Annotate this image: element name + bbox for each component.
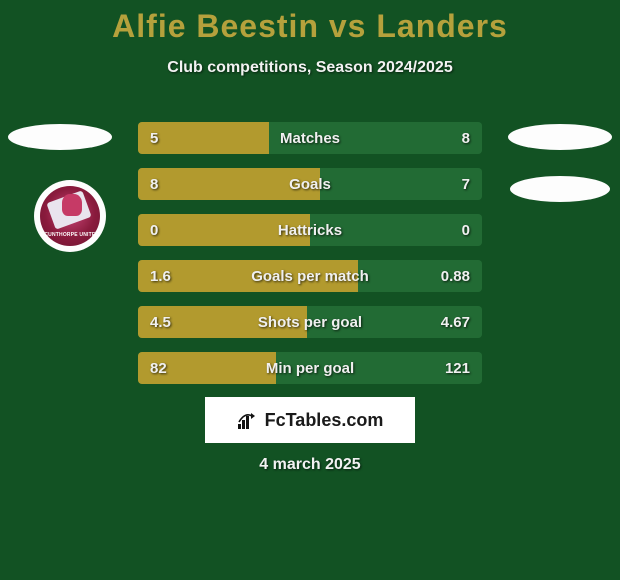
brand-box[interactable]: FcTables.com — [205, 397, 415, 443]
comparison-canvas: Alfie Beestin vs Landers Club competitio… — [0, 0, 620, 580]
player-right-club-oval-2 — [510, 176, 610, 202]
stat-row: 87Goals — [138, 168, 482, 200]
stat-row: 00Hattricks — [138, 214, 482, 246]
brand-text: FcTables.com — [265, 410, 384, 431]
fctables-logo-icon — [237, 410, 261, 430]
stat-label: Goals per match — [138, 260, 482, 292]
page-subtitle: Club competitions, Season 2024/2025 — [0, 59, 620, 77]
badge-fist — [62, 194, 82, 216]
stat-label: Min per goal — [138, 352, 482, 384]
scunthorpe-badge: SCUNTHORPE UNITED — [40, 186, 100, 246]
stat-row: 82121Min per goal — [138, 352, 482, 384]
stat-label: Shots per goal — [138, 306, 482, 338]
stat-label: Goals — [138, 168, 482, 200]
stat-row: 1.60.88Goals per match — [138, 260, 482, 292]
badge-text: SCUNTHORPE UNITED — [40, 232, 100, 238]
stats-area: 58Matches 87Goals 00Hattricks 1.60.88Goals … — [138, 122, 482, 398]
footer-date: 4 march 2025 — [0, 456, 620, 474]
stat-row: 4.54.67Shots per goal — [138, 306, 482, 338]
player-left-club-oval — [8, 124, 112, 150]
player-left-club-badge: SCUNTHORPE UNITED — [34, 180, 106, 252]
page-title: Alfie Beestin vs Landers — [0, 0, 620, 45]
stat-row: 58Matches — [138, 122, 482, 154]
stat-label: Hattricks — [138, 214, 482, 246]
stat-label: Matches — [138, 122, 482, 154]
player-right-club-oval-1 — [508, 124, 612, 150]
